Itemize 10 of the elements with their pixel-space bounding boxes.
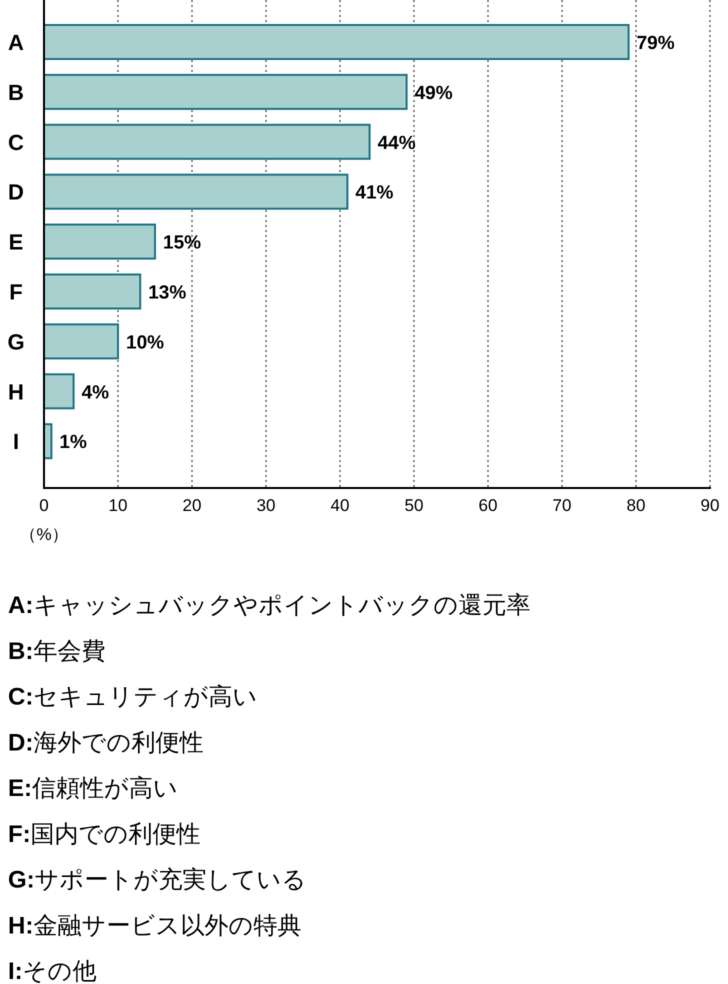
annotation: B:年会費 — [8, 638, 106, 665]
annotation: I:その他 — [8, 958, 97, 984]
annotation: C:セキュリティが高い — [8, 684, 258, 710]
annotation: G:サポートが充実している — [8, 866, 307, 894]
annotation: D:海外での利便性 — [8, 729, 204, 756]
annotation: H:金融サービス以外の特典 — [8, 912, 302, 940]
annotation: A:キャッシュバックやポイントバックの還元率 — [8, 592, 530, 619]
xlabel: （%） — [19, 525, 69, 544]
annotation: E:信頼性が高い — [8, 775, 178, 802]
annotation: F:国内での利便性 — [8, 820, 201, 848]
